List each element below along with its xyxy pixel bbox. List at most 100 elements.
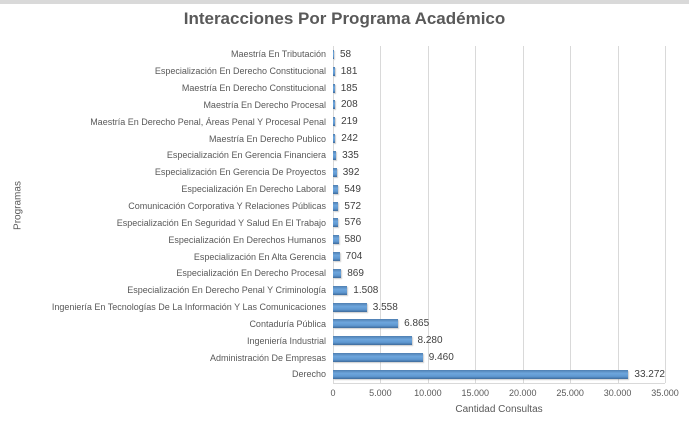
bar-row: Especialización En Alta Gerencia 704 <box>0 248 689 265</box>
value-label: 58 <box>340 48 352 60</box>
category-label: Maestría En Tributación <box>230 49 326 60</box>
window-top-strip <box>0 0 689 4</box>
value-label: 572 <box>344 200 362 212</box>
bar <box>333 167 337 177</box>
category-label: Especialización En Seguridad Y Salud En … <box>116 217 326 228</box>
category-label: Especialización En Derecho Procesal <box>176 268 326 279</box>
value-label: 208 <box>340 99 358 111</box>
gridline <box>475 46 477 383</box>
bar-row: Ingeniería En Tecnologías De La Informac… <box>0 299 689 316</box>
bar-row: Derecho 33.272 <box>0 366 689 383</box>
x-axis-ticks: 0 5.000 10.000 15.000 20.000 25.000 30.000 35.0… <box>330 388 678 400</box>
bar-row: Maestría En Tributación 58 <box>0 46 689 63</box>
value-label: 219 <box>341 116 358 128</box>
value-label: 704 <box>345 251 363 263</box>
category-label: Comunicación Corporativa Y Relaciones Pú… <box>128 201 326 212</box>
bar-row: Especialización En Seguridad Y Salud En … <box>0 214 689 231</box>
bar <box>333 336 412 346</box>
category-label: Especialización En Derecho Constituciona… <box>154 66 326 77</box>
bar-row: Maestría En Derecho Penal, Áreas Penal Y… <box>0 113 689 130</box>
bar-track: 704 <box>333 248 665 265</box>
category-label: Especialización En Gerencia Financiera <box>166 150 326 161</box>
bar <box>333 117 336 127</box>
chart-title: Interacciones Por Programa Académico <box>183 9 506 28</box>
gridline <box>333 46 334 383</box>
bar-track: 869 <box>333 265 665 282</box>
x-tick-label: 35.000 <box>651 388 679 398</box>
bar-row: Especialización En Derecho Laboral 549 <box>0 181 689 198</box>
bar-track: 208 <box>333 97 665 114</box>
x-tick-label: 25.000 <box>556 388 584 398</box>
category-label: Maestría En Derecho Penal, Áreas Penal Y… <box>90 116 326 127</box>
category-label: Maestría En Derecho Procesal <box>203 99 326 110</box>
value-label: 8.280 <box>417 335 443 347</box>
bar-row: Contaduría Pública 6.865 <box>0 316 689 333</box>
gridline <box>665 46 666 383</box>
value-label: 33.272 <box>634 368 665 380</box>
bar-track: 58 <box>333 46 665 63</box>
bar <box>333 83 335 93</box>
value-label: 242 <box>341 133 358 145</box>
gridline <box>617 46 619 383</box>
value-label: 181 <box>340 65 358 77</box>
bar <box>333 184 339 194</box>
bar-row: Especialización En Gerencia Financiera 33… <box>0 147 689 164</box>
x-tick-label: 15.000 <box>461 388 490 398</box>
bar-track: 9.460 <box>333 349 665 366</box>
bar <box>333 49 334 59</box>
category-label: Especialización En Derechos Humanos <box>168 234 326 245</box>
value-label: 3.558 <box>372 301 398 313</box>
plot-area <box>333 46 666 384</box>
bar-track: 242 <box>333 130 665 147</box>
bar-track: 572 <box>333 198 665 215</box>
gridline <box>427 46 429 383</box>
bar-rows-container: Maestría En Tributación 58 Especialización… <box>0 46 689 383</box>
bar <box>333 268 342 278</box>
value-label: 392 <box>342 166 360 178</box>
bar-track: 580 <box>333 231 665 248</box>
x-tick-label: 10.000 <box>414 388 442 398</box>
value-label: 1.508 <box>353 284 379 296</box>
value-label: 9.460 <box>428 352 454 364</box>
bar-track: 1.508 <box>333 282 665 299</box>
x-tick-label: 20.000 <box>508 388 537 398</box>
bar-track: 6.865 <box>333 316 665 333</box>
bar-track: 549 <box>333 181 665 198</box>
bar-track: 392 <box>333 164 665 181</box>
bar <box>333 285 348 295</box>
bar <box>333 319 399 329</box>
bar <box>333 66 335 76</box>
bar <box>333 201 339 211</box>
bar-track: 335 <box>333 147 665 164</box>
bar-track: 33.272 <box>333 366 665 383</box>
bar-row: Especialización En Gerencia De Proyectos… <box>0 164 689 181</box>
bar <box>333 100 335 110</box>
value-label: 869 <box>347 267 364 279</box>
x-axis-title: Cantidad Consultas <box>455 404 543 415</box>
bar-row: Especialización En Derecho Penal Y Crimi… <box>0 282 689 299</box>
bar-row: Maestría En Derecho Procesal 208 <box>0 97 689 114</box>
bar <box>333 218 339 228</box>
bar-track: 3.558 <box>333 299 665 316</box>
bar-row: Maestría En Derecho Publico 242 <box>0 130 689 147</box>
value-label: 580 <box>344 234 362 246</box>
bar <box>333 150 337 160</box>
category-label: Administración De Empresas <box>209 352 326 363</box>
gridline <box>522 46 524 383</box>
bar-track: 8.280 <box>333 332 665 349</box>
category-label: Ingeniería Industrial <box>246 335 326 346</box>
bar-row: Especialización En Derecho Procesal 869 <box>0 265 689 282</box>
value-label: 549 <box>344 183 361 195</box>
value-label: 6.865 <box>404 318 430 330</box>
category-label: Ingeniería En Tecnologías De La Informac… <box>51 302 326 313</box>
category-label: Especialización En Derecho Penal Y Crimi… <box>127 285 326 296</box>
bar-row: Comunicación Corporativa Y Relaciones Pú… <box>0 198 689 215</box>
value-label: 185 <box>340 82 358 94</box>
x-tick-label: 5.000 <box>369 388 392 398</box>
bar-track: 576 <box>333 214 665 231</box>
category-label: Maestría En Derecho Constitucional <box>181 83 326 94</box>
bar-row: Ingeniería Industrial 8.280 <box>0 332 689 349</box>
bar <box>333 235 339 245</box>
category-label: Derecho <box>291 369 326 380</box>
bar <box>333 302 367 312</box>
